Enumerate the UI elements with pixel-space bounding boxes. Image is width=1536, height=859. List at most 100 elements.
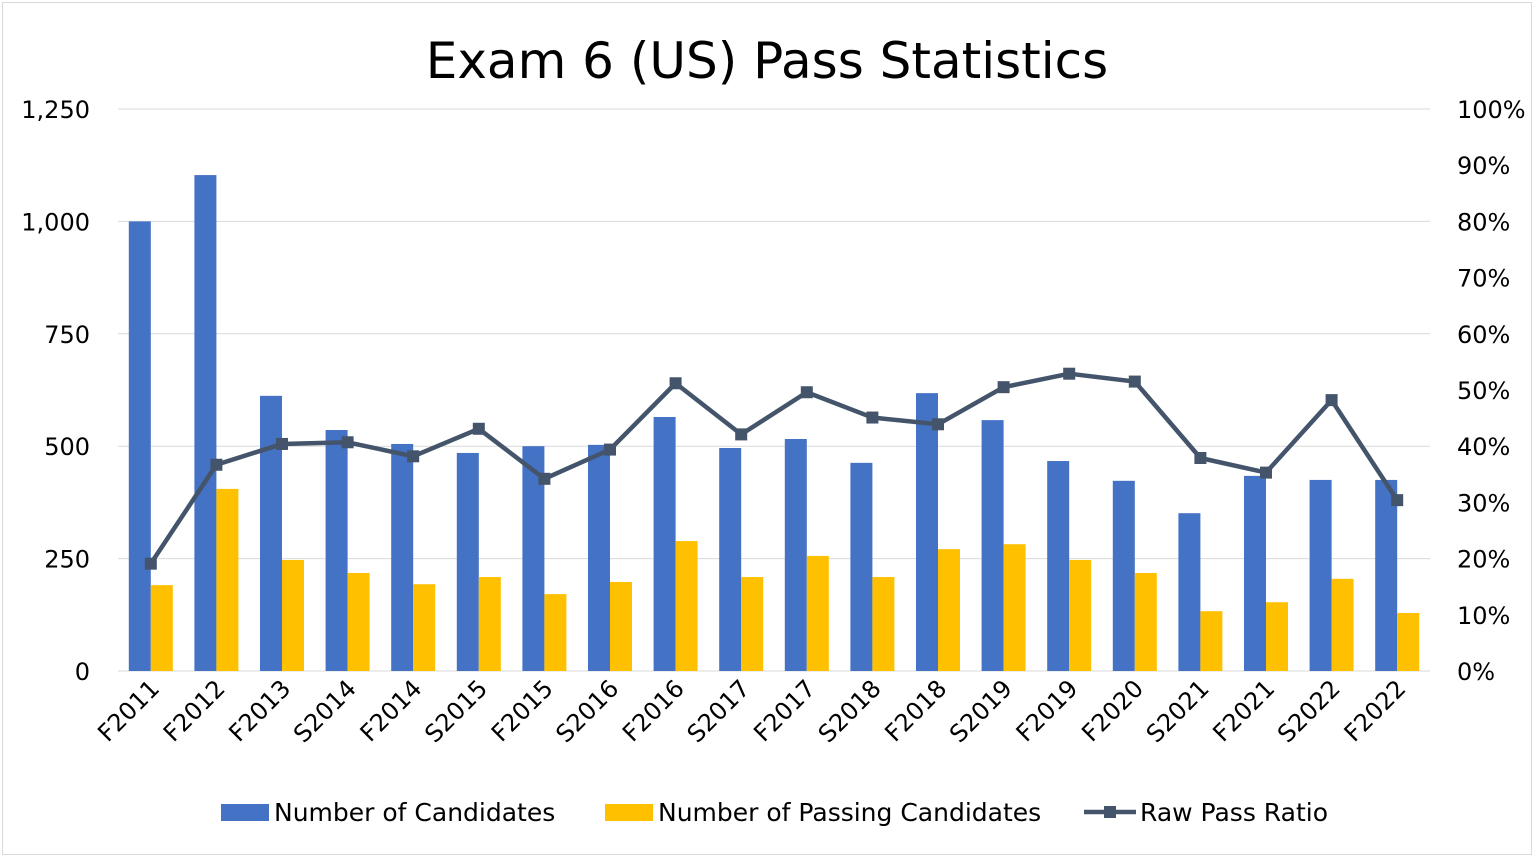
right-tick-label: 90%: [1457, 152, 1510, 180]
bar-candidates-S2015: [456, 452, 479, 671]
bar-passing-F2020: [1134, 572, 1157, 671]
bar-candidates-S2016: [588, 444, 610, 671]
right-tick-label: 20%: [1457, 546, 1510, 574]
bar-passing-F2011: [150, 585, 173, 671]
bar-passing-S2018: [872, 577, 895, 671]
left-tick-label: 250: [44, 546, 90, 574]
bar-candidates-F2019: [1047, 461, 1070, 671]
x-tick-label: S2022: [1272, 674, 1346, 748]
x-tick-label: F2022: [1339, 674, 1412, 747]
x-tick-label: S2019: [944, 674, 1018, 748]
x-tick-label: F2020: [1076, 674, 1149, 747]
bar-candidates-F2014: [391, 443, 414, 671]
bar-candidates-F2013: [260, 395, 282, 671]
x-tick-label: F2013: [223, 674, 296, 747]
ratio-marker-S2018: [866, 411, 879, 424]
bar-passing-S2022: [1331, 578, 1354, 671]
bar-candidates-F2011: [128, 221, 151, 671]
x-tick-label: S2016: [550, 674, 624, 748]
ratio-line-path: [148, 371, 1400, 565]
ratio-marker-S2019: [997, 381, 1010, 394]
left-tick-label: 750: [44, 321, 90, 349]
ratio-marker-F2014: [407, 450, 420, 463]
bar-candidates-F2017: [784, 439, 807, 671]
bar-candidates-F2020: [1112, 480, 1135, 671]
ratio-marker-F2022: [1391, 494, 1404, 507]
bar-passing-S2017: [741, 577, 764, 671]
left-tick-label: 1,000: [21, 208, 90, 236]
bar-candidates-F2015: [522, 446, 545, 671]
bar-candidates-F2018: [916, 393, 938, 671]
bar-candidates-S2017: [719, 447, 742, 671]
legend-label-passing: Number of Passing Candidates: [658, 798, 1041, 827]
x-tick-label: F2018: [879, 674, 952, 747]
bar-candidates-S2022: [1309, 479, 1332, 671]
ratio-marker-F2016: [669, 377, 682, 390]
legend: Number of Candidates Number of Passing Ca…: [221, 798, 1328, 827]
pass-ratio-line: [144, 367, 1404, 570]
bar-passing-F2022: [1397, 613, 1420, 671]
x-tick-label: F2021: [1207, 674, 1280, 747]
bar-candidates-F2016: [653, 416, 676, 671]
ratio-marker-F2017: [800, 386, 813, 399]
bar-candidates-S2014: [325, 430, 348, 671]
bar-candidates-F2021: [1244, 475, 1266, 671]
ratio-marker-F2020: [1128, 375, 1141, 388]
right-tick-label: 70%: [1457, 265, 1510, 293]
legend-swatch-ratio-marker: [1104, 806, 1116, 818]
chart-title: Exam 6 (US) Pass Statistics: [426, 32, 1108, 90]
bar-candidates-S2019: [981, 420, 1004, 671]
bar-passing-F2019: [1069, 559, 1092, 671]
bar-candidates-S2021: [1178, 513, 1201, 671]
x-tick-label: S2015: [419, 674, 493, 748]
bars: [128, 175, 1420, 672]
x-tick-label: F2014: [355, 674, 428, 747]
ratio-marker-S2016: [604, 443, 616, 456]
bar-passing-S2019: [1003, 544, 1026, 671]
ratio-marker-F2018: [932, 418, 944, 431]
right-tick-label: 40%: [1457, 433, 1510, 461]
bar-passing-F2015: [544, 594, 567, 671]
x-tick-label: F2016: [617, 674, 690, 747]
legend-label-ratio: Raw Pass Ratio: [1140, 798, 1328, 827]
left-tick-label: 500: [44, 433, 90, 461]
x-tick-label: S2018: [813, 674, 887, 748]
left-axis: 0 250 500 750 1,000 1,250: [21, 96, 90, 686]
legend-swatch-passing: [605, 804, 653, 821]
legend-label-candidates: Number of Candidates: [274, 798, 555, 827]
x-axis: F2011F2012F2013S2014F2014S2015F2015S2016…: [92, 674, 1411, 748]
bar-passing-S2016: [610, 581, 632, 671]
right-tick-label: 100%: [1457, 96, 1526, 124]
ratio-marker-S2017: [735, 428, 748, 441]
ratio-marker-F2012: [210, 458, 223, 471]
bar-passing-F2013: [282, 559, 304, 671]
right-tick-label: 30%: [1457, 489, 1510, 517]
x-tick-label: F2017: [748, 674, 821, 747]
bar-passing-F2014: [413, 584, 436, 671]
ratio-marker-S2014: [341, 436, 354, 449]
right-axis: 0% 10% 20% 30% 40% 50% 60% 70% 80% 90% 100%: [1457, 96, 1526, 686]
bar-passing-S2014: [347, 572, 370, 671]
x-tick-label: F2011: [92, 674, 165, 747]
ratio-marker-F2011: [144, 557, 157, 570]
right-tick-label: 60%: [1457, 321, 1510, 349]
x-tick-label: S2017: [682, 674, 756, 748]
ratio-marker-F2021: [1260, 466, 1272, 479]
bar-passing-S2015: [478, 577, 501, 671]
right-tick-label: 80%: [1457, 208, 1510, 236]
bar-passing-F2021: [1266, 602, 1288, 671]
x-tick-label: S2021: [1141, 674, 1215, 748]
right-tick-label: 50%: [1457, 377, 1510, 405]
bar-passing-F2012: [216, 488, 239, 671]
bar-passing-F2017: [806, 555, 829, 671]
legend-swatch-candidates: [221, 804, 269, 821]
x-tick-label: S2014: [288, 674, 362, 748]
x-tick-label: F2015: [486, 674, 559, 747]
ratio-marker-S2021: [1194, 452, 1207, 465]
ratio-marker-F2015: [538, 472, 551, 485]
x-tick-label: F2019: [1011, 674, 1084, 747]
bar-candidates-F2012: [194, 175, 217, 672]
x-tick-label: F2012: [158, 674, 231, 747]
